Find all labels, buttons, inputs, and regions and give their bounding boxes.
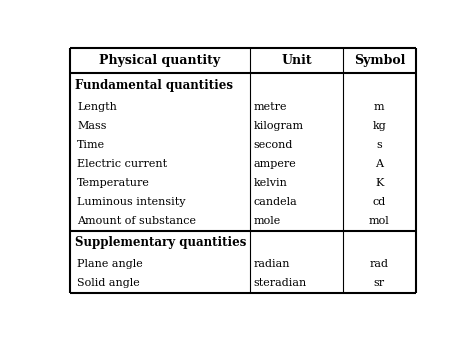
Text: Solid angle: Solid angle bbox=[77, 279, 140, 288]
Text: Length: Length bbox=[77, 101, 117, 112]
Text: Luminous intensity: Luminous intensity bbox=[77, 197, 185, 207]
Text: Fundamental quantities: Fundamental quantities bbox=[75, 79, 233, 92]
Text: Unit: Unit bbox=[281, 54, 312, 67]
Text: rad: rad bbox=[370, 259, 389, 269]
Text: kilogram: kilogram bbox=[254, 121, 303, 131]
Text: sr: sr bbox=[374, 279, 385, 288]
Text: steradian: steradian bbox=[254, 279, 307, 288]
Text: mole: mole bbox=[254, 216, 281, 226]
Text: A: A bbox=[375, 159, 383, 169]
Text: m: m bbox=[374, 101, 384, 112]
Text: Plane angle: Plane angle bbox=[77, 259, 143, 269]
Text: ampere: ampere bbox=[254, 159, 296, 169]
Text: s: s bbox=[376, 140, 382, 150]
Text: second: second bbox=[254, 140, 293, 150]
Text: metre: metre bbox=[254, 101, 287, 112]
Text: kelvin: kelvin bbox=[254, 178, 287, 188]
Text: Symbol: Symbol bbox=[354, 54, 405, 67]
Text: mol: mol bbox=[369, 216, 390, 226]
Text: Time: Time bbox=[77, 140, 105, 150]
Text: kg: kg bbox=[373, 121, 386, 131]
Text: Supplementary quantities: Supplementary quantities bbox=[75, 236, 246, 249]
Text: Electric current: Electric current bbox=[77, 159, 167, 169]
Text: K: K bbox=[375, 178, 383, 188]
Text: radian: radian bbox=[254, 259, 290, 269]
Text: Temperature: Temperature bbox=[77, 178, 150, 188]
Text: candela: candela bbox=[254, 197, 297, 207]
Text: cd: cd bbox=[373, 197, 386, 207]
Text: Amount of substance: Amount of substance bbox=[77, 216, 196, 226]
Text: Mass: Mass bbox=[77, 121, 107, 131]
Text: Physical quantity: Physical quantity bbox=[100, 54, 220, 67]
